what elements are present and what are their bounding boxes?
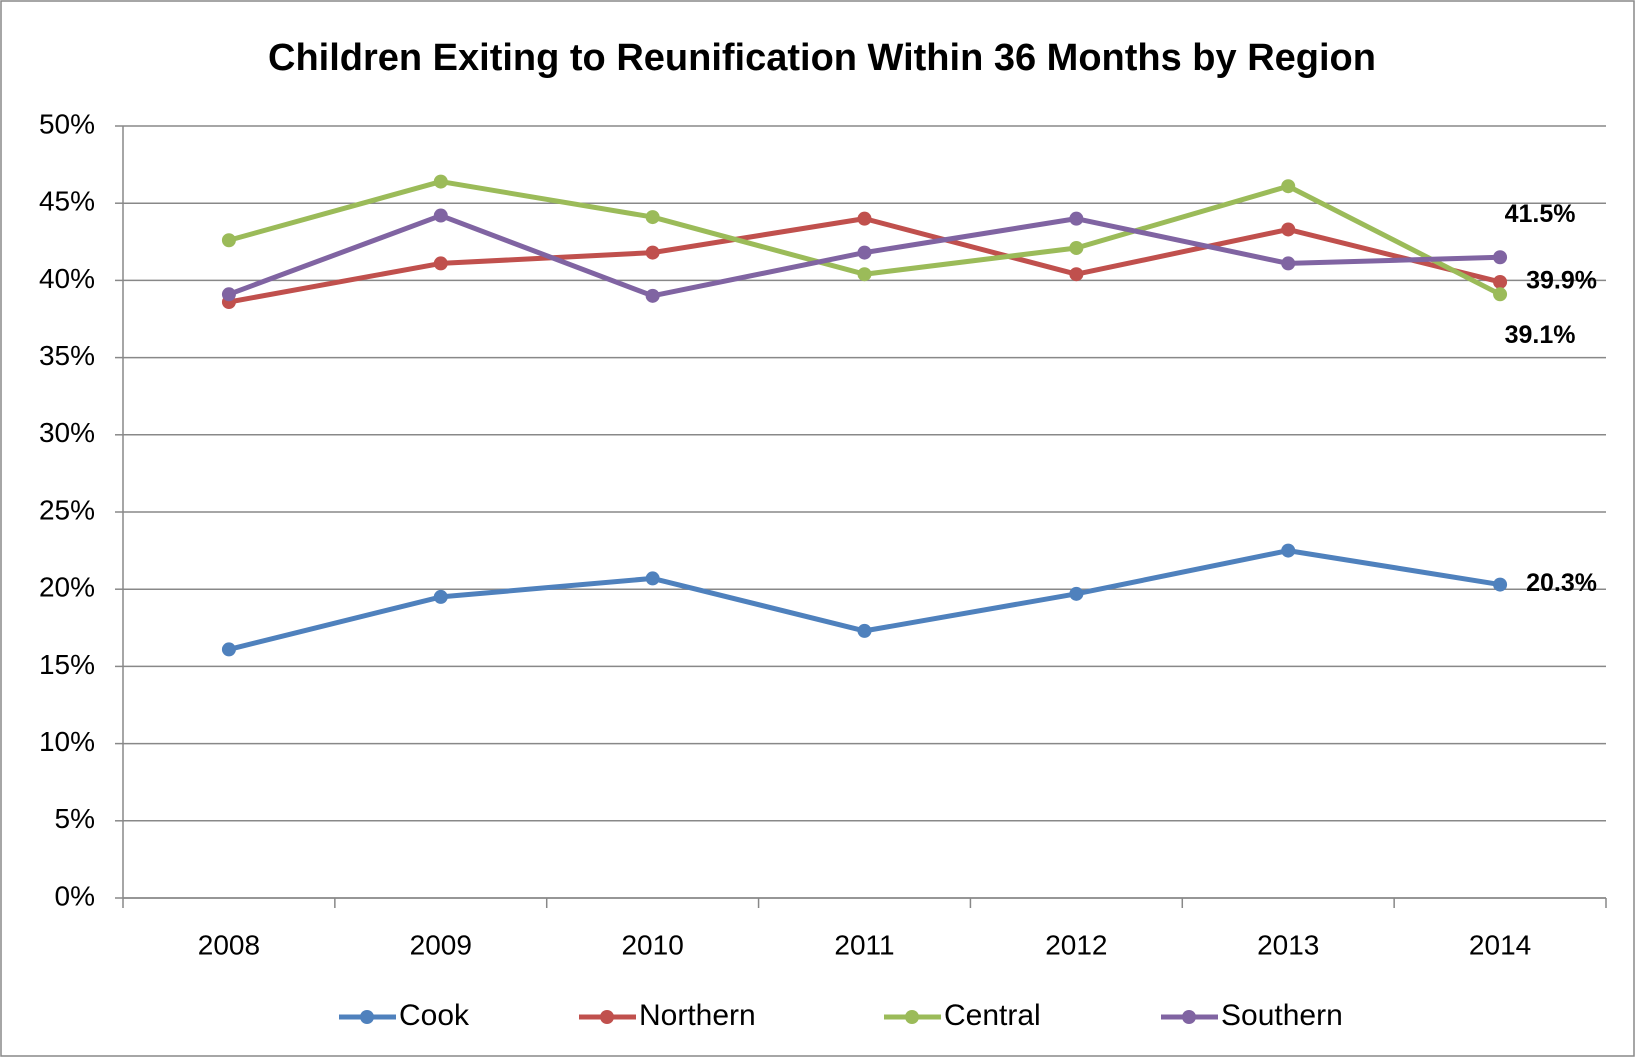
data-label: 39.1% [1505,321,1576,349]
data-point [857,267,872,282]
data-point [1281,179,1296,194]
data-point [1069,586,1084,601]
legend-label: Cook [399,999,470,1032]
data-label: 41.5% [1505,200,1576,228]
data-point [1281,256,1296,271]
legend-label: Central [944,999,1041,1032]
x-tick-label: 2013 [1257,929,1319,960]
y-tick-label: 35% [39,340,95,371]
y-tick-label: 5% [55,803,95,834]
data-point [645,288,660,303]
data-point [645,210,660,225]
legend-marker [600,1010,614,1024]
y-tick-label: 25% [39,494,95,525]
data-point [1069,211,1084,226]
data-point [221,233,236,248]
y-tick-label: 40% [39,263,95,294]
y-tick-label: 20% [39,572,95,603]
data-point [857,245,872,260]
x-tick-label: 2014 [1469,929,1531,960]
data-point [1493,287,1508,302]
data-point [1069,267,1084,282]
legend-marker [1182,1010,1196,1024]
data-point [433,174,448,189]
data-label: 20.3% [1526,569,1597,597]
data-point [645,245,660,260]
data-point [1493,250,1508,265]
y-tick-label: 50% [39,108,95,139]
y-tick-label: 10% [39,726,95,757]
legend-label: Southern [1221,999,1343,1032]
legend-label: Northern [639,999,756,1032]
data-point [645,571,660,586]
data-point [433,208,448,223]
data-point [433,589,448,604]
data-point [221,642,236,657]
legend-marker [360,1010,374,1024]
x-tick-label: 2011 [834,929,894,960]
y-tick-label: 0% [55,880,95,911]
y-tick-label: 45% [39,186,95,217]
legend-marker [905,1010,919,1024]
data-label: 39.9% [1526,267,1597,295]
data-point [1069,240,1084,255]
x-tick-label: 2008 [198,929,260,960]
data-point [1281,222,1296,237]
data-point [857,623,872,638]
data-point [857,211,872,226]
y-tick-label: 15% [39,649,95,680]
chart-title: Children Exiting to Reunification Within… [268,37,1376,79]
y-tick-label: 30% [39,417,95,448]
x-tick-label: 2012 [1045,929,1107,960]
data-point [433,256,448,271]
x-tick-label: 2010 [621,929,683,960]
data-point [1493,577,1508,592]
data-point [1281,543,1296,558]
data-point [1493,274,1508,289]
x-tick-label: 2009 [410,929,472,960]
data-point [221,287,236,302]
